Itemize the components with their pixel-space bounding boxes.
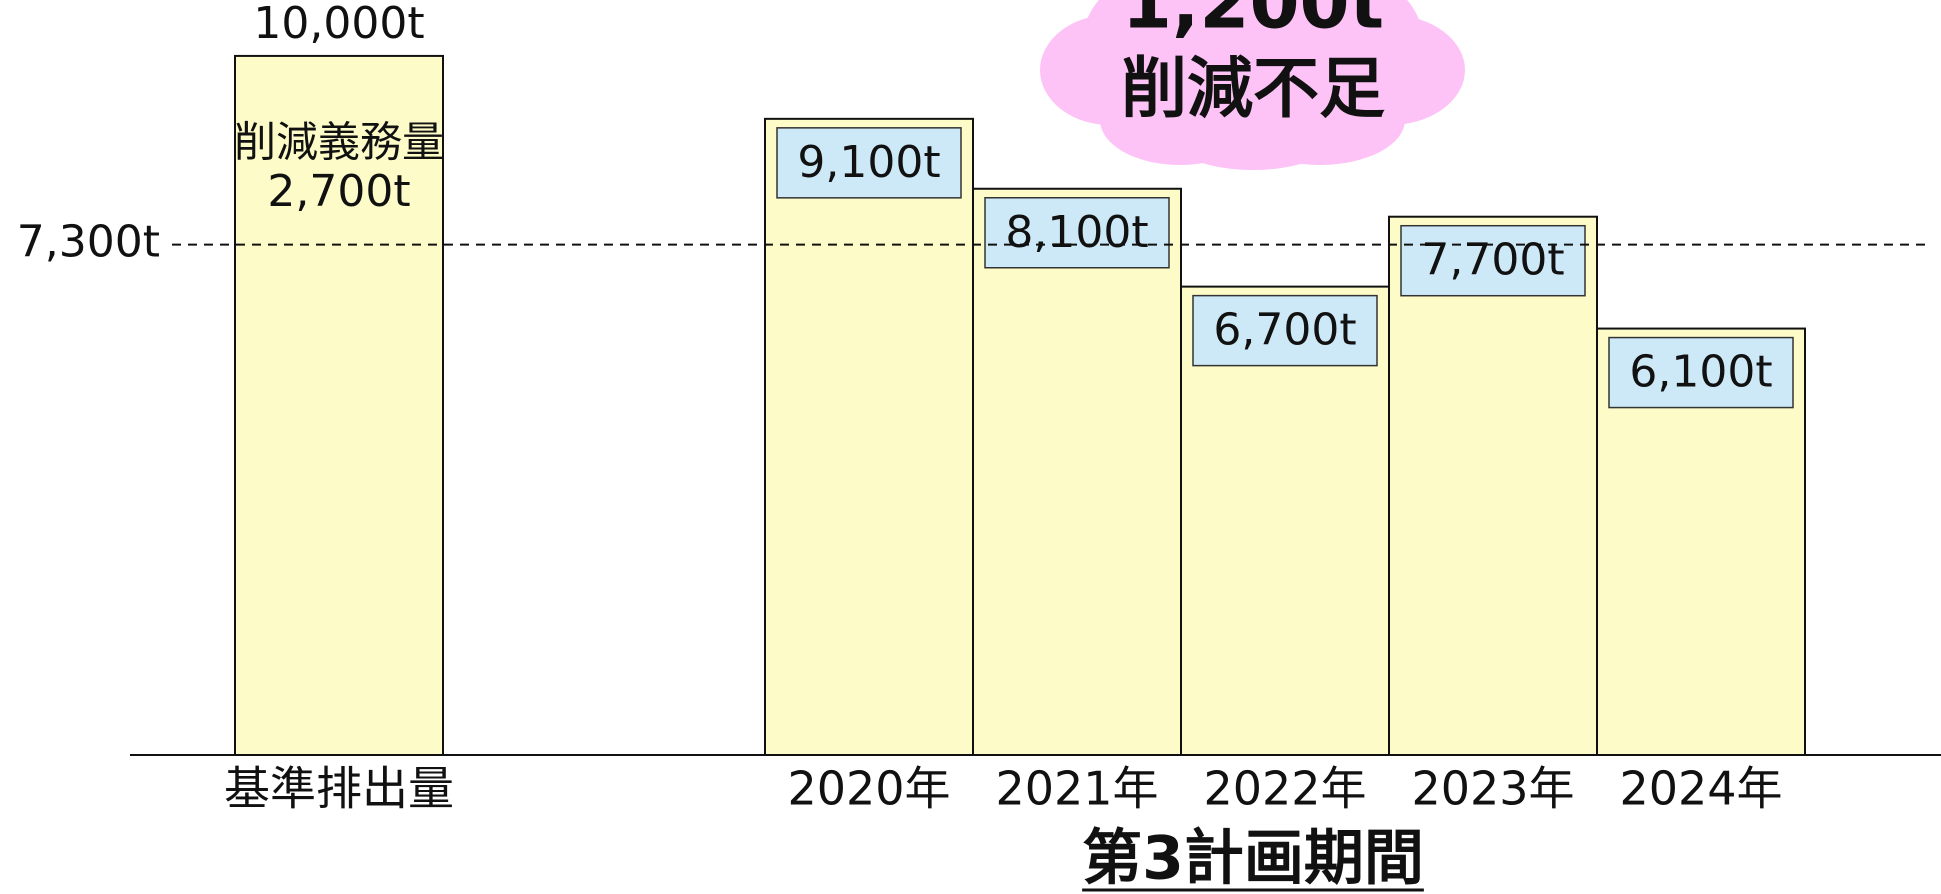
reference-label: 7,300t <box>17 217 160 268</box>
cloud-text: 削減不足 <box>1121 50 1385 127</box>
bar <box>1389 217 1597 755</box>
value-label: 6,100t <box>1629 347 1772 398</box>
value-label: 9,100t <box>797 137 940 188</box>
chart: 1,200t 削減不足基準排出量 10,000t 2020年 9,100t 2021年 8,… <box>0 0 1941 894</box>
bar <box>973 189 1181 755</box>
value-label: 7,700t <box>1421 235 1564 286</box>
x-tick-label: 基準排出量 <box>224 762 454 816</box>
group-label: 第3計画期間 <box>1082 824 1424 894</box>
x-tick-label: 2021年 <box>995 762 1158 816</box>
page: 1,200t 削減不足基準排出量 10,000t 2020年 9,100t 2021年 8,… <box>0 0 1941 894</box>
value-label: 6,700t <box>1213 305 1356 356</box>
bar <box>765 119 973 755</box>
annotation: 2,700t <box>267 166 410 217</box>
x-tick-label: 2023年 <box>1411 762 1574 816</box>
x-tick-label: 2022年 <box>1203 762 1366 816</box>
annotation: 削減義務量 <box>234 118 444 167</box>
x-tick-label: 2024年 <box>1619 762 1782 816</box>
value-label: 10,000t <box>253 0 424 49</box>
value-label: 8,100t <box>1005 207 1148 258</box>
cloud-text: 1,200t <box>1122 0 1384 45</box>
x-tick-label: 2020年 <box>787 762 950 816</box>
